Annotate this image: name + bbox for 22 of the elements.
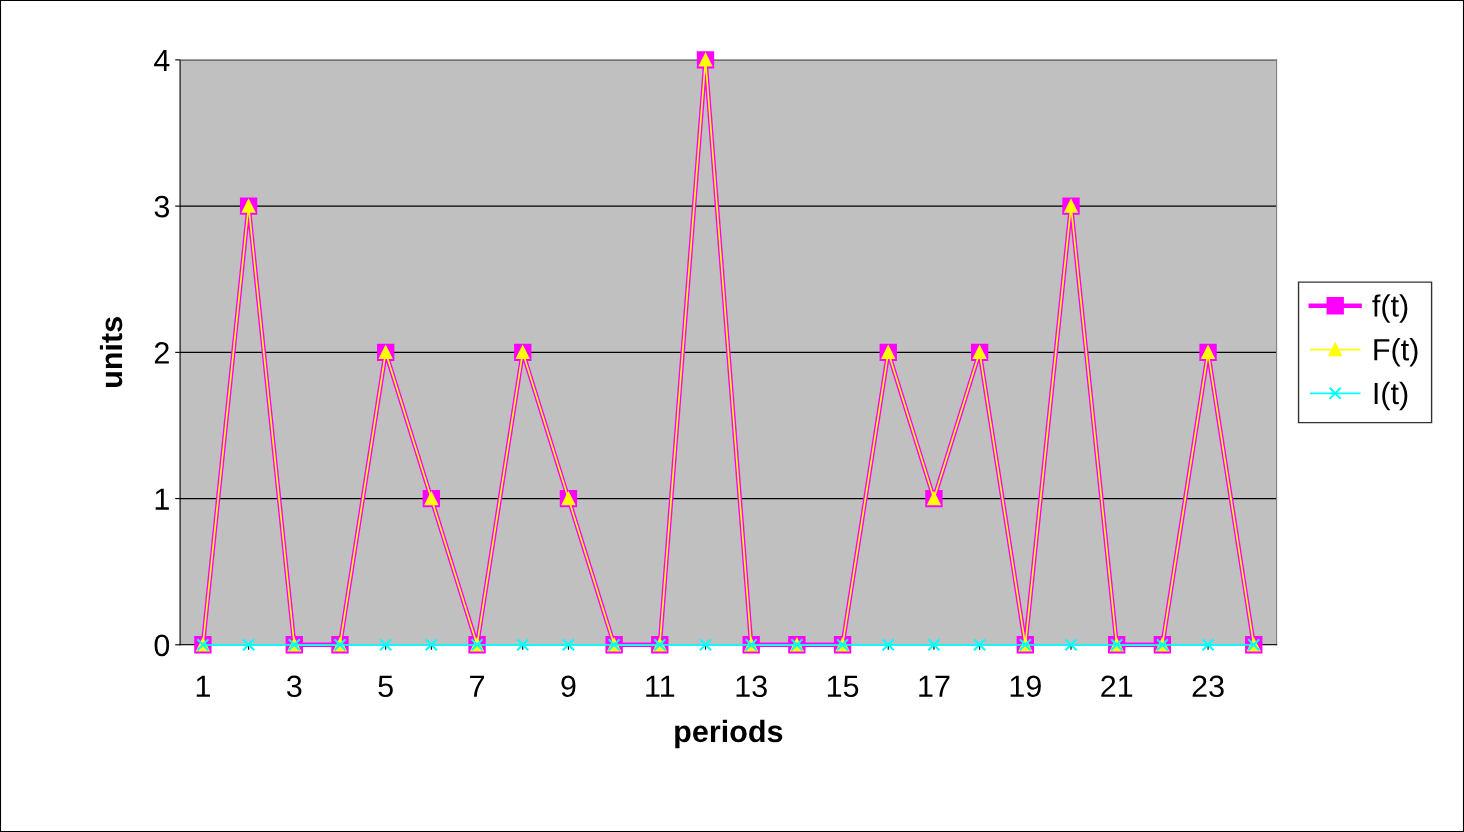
x-tick-label: 11	[646, 675, 675, 697]
y-tick-label: 4	[154, 49, 170, 71]
x-tick-label: 23	[1192, 675, 1224, 698]
y-tick-label: 2	[154, 342, 169, 364]
y-axis-title: units	[99, 317, 123, 387]
x-tick-label: 13	[736, 675, 767, 698]
x-tick-label: 17	[919, 675, 950, 697]
x-tick-label: 21	[1101, 675, 1133, 697]
y-tick-label: 1	[155, 488, 169, 510]
x-tick-label: 1	[196, 675, 210, 697]
x-tick-label: 7	[470, 675, 485, 697]
x-tick-label: 15	[827, 675, 859, 698]
x-tick-label: 5	[378, 675, 393, 698]
x-tick-label: 9	[561, 675, 576, 698]
legend-label: F(t)	[1374, 338, 1418, 367]
legend-label: f(t)	[1372, 294, 1408, 323]
x-tick-label: 3	[286, 675, 302, 698]
legend-label: I(t)	[1374, 381, 1408, 411]
x-tick-label: 19	[1010, 675, 1041, 698]
x-axis-title: periods	[675, 719, 783, 749]
y-tick-label: 3	[154, 195, 170, 218]
y-tick-label: 0	[154, 634, 170, 657]
